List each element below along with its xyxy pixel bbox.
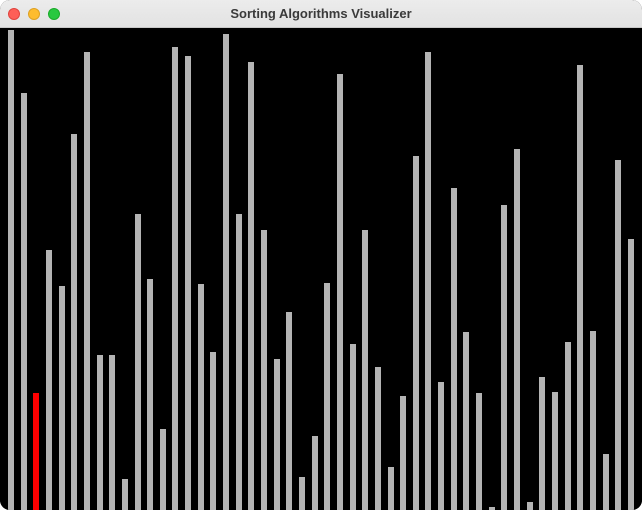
bar (59, 286, 65, 510)
bar-active (33, 393, 39, 510)
sorting-canvas (0, 28, 642, 510)
bar (375, 367, 381, 510)
bar (172, 47, 178, 510)
bar (299, 477, 305, 510)
bar (286, 312, 292, 510)
bar (590, 331, 596, 510)
bar (577, 65, 583, 510)
bar (615, 160, 621, 510)
bar (46, 250, 52, 510)
bar (109, 355, 115, 510)
bar (362, 230, 368, 510)
window-title: Sorting Algorithms Visualizer (230, 6, 412, 21)
close-window-button[interactable] (8, 8, 20, 20)
bar (248, 62, 254, 510)
bar (388, 467, 394, 510)
bar (350, 344, 356, 510)
bar (135, 214, 141, 510)
bar (489, 507, 495, 510)
bar (223, 34, 229, 510)
bar (210, 352, 216, 510)
bar (324, 283, 330, 510)
bar (147, 279, 153, 510)
bar (97, 355, 103, 510)
bar (261, 230, 267, 510)
bar (565, 342, 571, 510)
bar (539, 377, 545, 510)
bar (21, 93, 27, 510)
bar (8, 30, 14, 510)
bar (552, 392, 558, 510)
bar (337, 74, 343, 510)
title-bar[interactable]: Sorting Algorithms Visualizer (0, 0, 642, 28)
bar (84, 52, 90, 510)
bar (236, 214, 242, 510)
bar (476, 393, 482, 510)
bar (501, 205, 507, 510)
bar (514, 149, 520, 510)
bar (628, 239, 634, 510)
bar (274, 359, 280, 510)
bar (160, 429, 166, 510)
bar (438, 382, 444, 510)
bar (400, 396, 406, 510)
bar (185, 56, 191, 510)
bar (451, 188, 457, 510)
bar (312, 436, 318, 510)
bar (198, 284, 204, 510)
zoom-window-button[interactable] (48, 8, 60, 20)
bar (527, 502, 533, 510)
minimize-window-button[interactable] (28, 8, 40, 20)
bar (413, 156, 419, 510)
bar (122, 479, 128, 510)
bar (603, 454, 609, 510)
bar (425, 52, 431, 510)
bar (463, 332, 469, 510)
bar (71, 134, 77, 510)
